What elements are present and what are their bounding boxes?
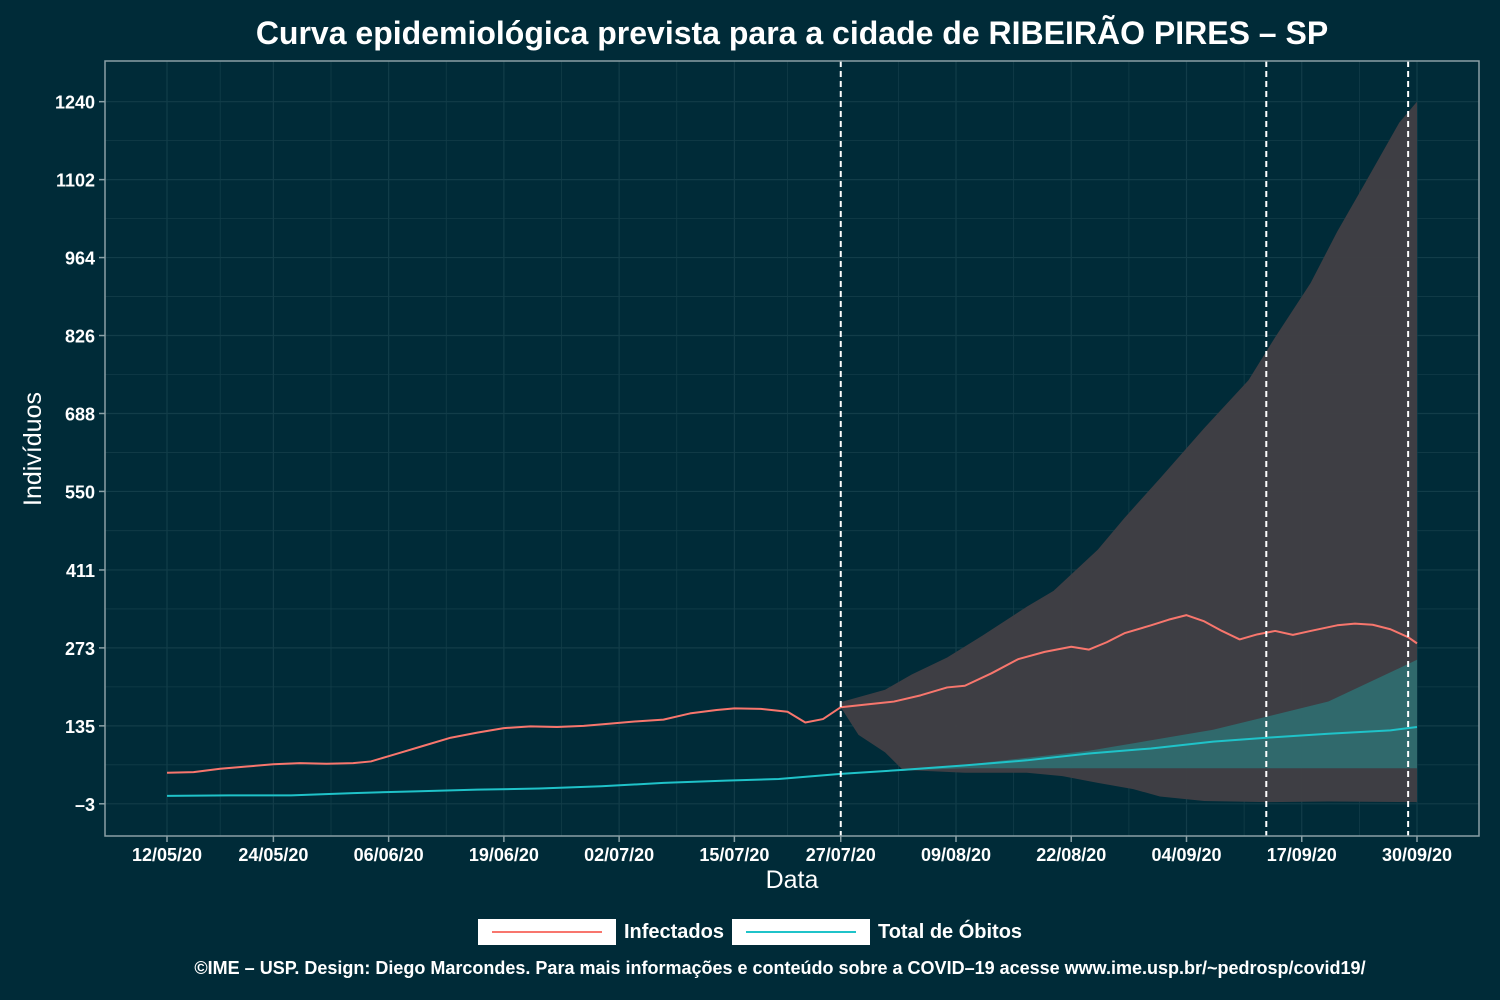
x-tick-label: 04/09/20 — [1151, 845, 1221, 865]
legend-item-infectados: Infectados — [477, 919, 724, 945]
plot-panel-border — [104, 60, 1480, 837]
y-tick-label: –3 — [75, 795, 95, 815]
series-line-infectados — [166, 614, 1418, 774]
x-tick-label: 12/05/20 — [132, 845, 202, 865]
legend: Infectados Total de Óbitos — [0, 915, 1500, 949]
legend-label-infectados: Infectados — [623, 920, 724, 943]
series-lines — [166, 614, 1418, 797]
x-tick-label: 02/07/20 — [584, 845, 654, 865]
y-tick-label: 1240 — [55, 93, 95, 113]
chart-title: Curva epidemiológica prevista para a cid… — [256, 15, 1328, 51]
x-tick-label: 17/09/20 — [1267, 845, 1337, 865]
band-obitos — [840, 659, 1417, 774]
y-axis-title: Indivíduos — [19, 392, 47, 506]
footer-credits: ©IME – USP. Design: Diego Marcondes. Par… — [194, 958, 1366, 978]
y-tick-label: 688 — [65, 404, 95, 424]
x-tick-label: 27/07/20 — [806, 845, 876, 865]
x-tick-label: 06/06/20 — [354, 845, 424, 865]
confidence-bands — [840, 101, 1417, 803]
y-tick-label: 964 — [65, 249, 95, 269]
legend-key-infectados — [477, 919, 616, 945]
reference-lines — [839, 61, 1410, 836]
band-infectados — [840, 101, 1417, 803]
x-axis-title: Data — [766, 866, 819, 894]
y-tick-label: 135 — [65, 717, 95, 737]
axes: 12/05/20 24/05/20 06/06/20 19/06/20 02/07/20… — [55, 93, 1452, 865]
series-line-obitos — [166, 725, 1418, 797]
x-tick-label: 09/08/20 — [921, 845, 991, 865]
y-tick-label: 411 — [66, 561, 95, 581]
legend-item-obitos: Total de Óbitos — [731, 919, 1023, 945]
legend-key-obitos — [731, 919, 870, 945]
x-tick-label: 19/06/20 — [469, 845, 539, 865]
x-tick-label: 15/07/20 — [699, 845, 769, 865]
legend-label-obitos: Total de Óbitos — [877, 920, 1023, 943]
x-tick-label: 30/09/20 — [1382, 845, 1452, 865]
y-tick-label: 273 — [65, 639, 95, 659]
y-tick-label: 826 — [65, 327, 95, 347]
y-tick-label: 1102 — [56, 171, 95, 191]
x-tick-label: 24/05/20 — [238, 845, 308, 865]
y-tick-label: 550 — [65, 482, 95, 502]
x-tick-label: 22/08/20 — [1036, 845, 1106, 865]
